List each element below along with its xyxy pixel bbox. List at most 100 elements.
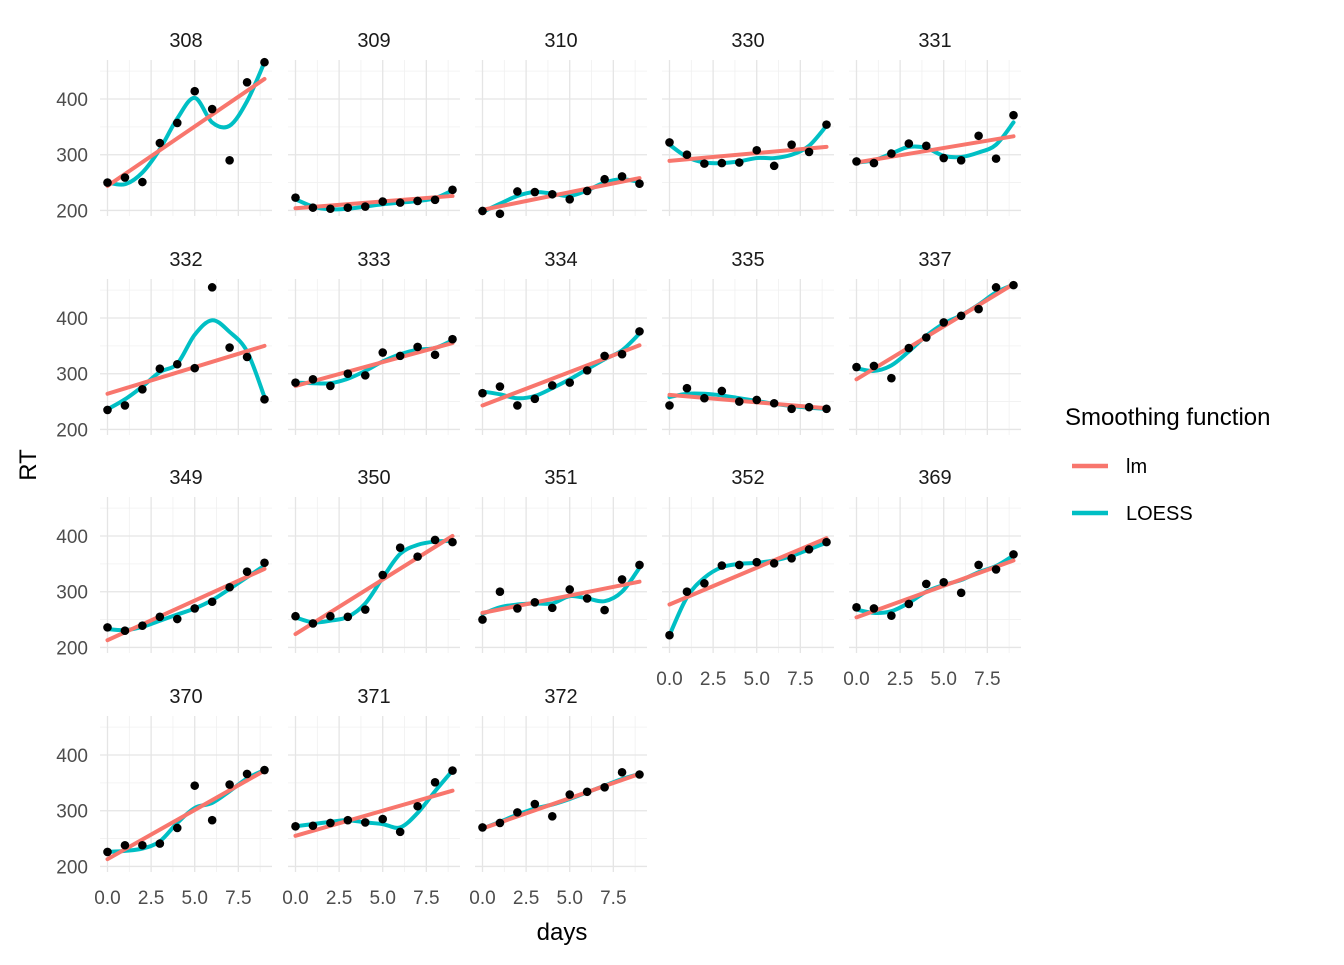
data-point bbox=[120, 173, 130, 182]
data-point bbox=[530, 799, 540, 809]
y-tick-label: 400 bbox=[56, 527, 88, 548]
data-point bbox=[138, 385, 147, 394]
data-point bbox=[582, 366, 592, 375]
data-point bbox=[413, 552, 422, 561]
panel-331: 331 bbox=[849, 30, 1021, 216]
data-point bbox=[1009, 550, 1018, 559]
data-point bbox=[682, 587, 692, 597]
data-point bbox=[887, 373, 896, 383]
data-point bbox=[172, 614, 182, 624]
x-tick-label: 2.5 bbox=[513, 888, 539, 909]
panel-label-330: 330 bbox=[731, 30, 764, 52]
data-point bbox=[138, 621, 147, 630]
data-point bbox=[547, 811, 557, 821]
x-tick-label: 7.5 bbox=[600, 888, 626, 909]
panel-label-351: 351 bbox=[544, 467, 577, 489]
data-point bbox=[734, 560, 744, 570]
x-tick-label: 7.5 bbox=[225, 888, 251, 909]
legend-label-lm: lm bbox=[1126, 456, 1147, 478]
data-point bbox=[617, 349, 627, 359]
data-point bbox=[956, 311, 966, 321]
data-point bbox=[260, 395, 269, 404]
data-point bbox=[956, 588, 966, 598]
data-point bbox=[804, 545, 814, 554]
data-point bbox=[308, 374, 318, 384]
lm-line-308 bbox=[105, 76, 267, 188]
panel-label-332: 332 bbox=[169, 249, 202, 271]
y-tick-label: 300 bbox=[56, 583, 88, 604]
y-tick-label: 300 bbox=[56, 802, 88, 823]
legend-label-loess: LOESS bbox=[1126, 503, 1193, 525]
data-point bbox=[413, 196, 422, 206]
data-point bbox=[207, 815, 217, 825]
data-point bbox=[939, 153, 949, 163]
data-point bbox=[448, 185, 457, 195]
data-point bbox=[360, 371, 370, 380]
panel-label-371: 371 bbox=[357, 686, 390, 708]
data-point bbox=[103, 847, 112, 857]
panel-310: 310 bbox=[475, 30, 647, 219]
data-point bbox=[103, 178, 112, 187]
panel-label-372: 372 bbox=[544, 686, 577, 708]
data-point bbox=[530, 187, 540, 197]
data-point bbox=[343, 815, 353, 825]
data-point bbox=[495, 818, 505, 828]
data-point bbox=[617, 767, 627, 777]
data-point bbox=[242, 77, 252, 87]
lm-line-310 bbox=[480, 176, 642, 212]
data-point bbox=[852, 362, 861, 372]
data-point bbox=[207, 104, 217, 114]
data-point bbox=[582, 787, 592, 797]
data-point bbox=[395, 543, 405, 552]
data-point bbox=[682, 383, 692, 393]
y-tick-label: 400 bbox=[56, 309, 88, 330]
data-point bbox=[326, 204, 335, 214]
data-point bbox=[991, 154, 1001, 163]
loess-line-371 bbox=[293, 768, 455, 830]
data-point bbox=[190, 781, 200, 790]
x-tick-label: 7.5 bbox=[413, 888, 439, 909]
data-point bbox=[547, 381, 557, 390]
panel-label-308: 308 bbox=[169, 30, 202, 52]
panels-layer: 308 200 300 400 309 310 330 331 332 200 300 400 333 3… bbox=[56, 30, 1021, 909]
data-point bbox=[717, 386, 727, 396]
data-point bbox=[665, 630, 674, 640]
loess-line-332 bbox=[105, 318, 267, 412]
panel-label-333: 333 bbox=[357, 249, 390, 271]
data-point bbox=[413, 342, 422, 352]
data-point bbox=[103, 405, 112, 415]
data-point bbox=[378, 814, 388, 824]
data-point bbox=[378, 348, 388, 357]
y-tick-label: 300 bbox=[56, 365, 88, 386]
lm-line-335 bbox=[667, 392, 829, 411]
data-point bbox=[530, 598, 540, 607]
data-point bbox=[395, 827, 405, 837]
data-point bbox=[478, 388, 487, 398]
data-point bbox=[172, 118, 182, 128]
data-point bbox=[308, 821, 318, 831]
data-point bbox=[734, 158, 744, 167]
loess-line-350 bbox=[293, 539, 455, 625]
lm-line-334 bbox=[480, 343, 642, 408]
loess-line-351 bbox=[480, 565, 642, 616]
data-point bbox=[600, 174, 609, 184]
data-point bbox=[852, 603, 861, 612]
data-point bbox=[120, 840, 130, 850]
data-point bbox=[155, 612, 165, 622]
panel-308: 308 200 300 400 bbox=[56, 30, 272, 222]
panel-label-310: 310 bbox=[544, 30, 577, 52]
data-point bbox=[291, 822, 300, 831]
data-point bbox=[600, 783, 609, 792]
x-tick-label: 0.0 bbox=[469, 888, 495, 909]
data-point bbox=[939, 577, 949, 587]
x-tick-label: 2.5 bbox=[887, 669, 913, 690]
data-point bbox=[513, 187, 522, 196]
data-point bbox=[769, 161, 779, 171]
data-point bbox=[921, 579, 931, 589]
data-point bbox=[242, 567, 252, 576]
x-tick-label: 5.0 bbox=[370, 888, 396, 909]
panel-349: 349 200 300 400 bbox=[56, 467, 272, 659]
y-tick-label: 200 bbox=[56, 638, 88, 659]
x-tick-label: 2.5 bbox=[138, 888, 164, 909]
lm-line-309 bbox=[293, 193, 455, 211]
